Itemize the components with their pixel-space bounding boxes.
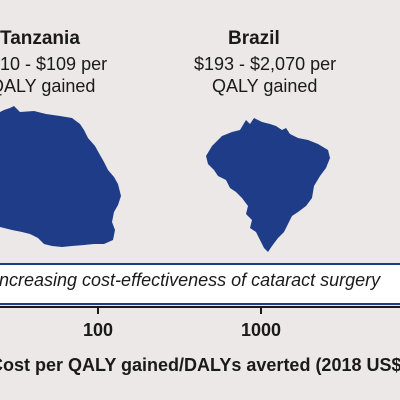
country-range-brazil: $193 - $2,070 per bbox=[194, 54, 337, 74]
tick-label-1000: 1000 bbox=[240, 320, 282, 340]
cost-effectiveness-band bbox=[0, 263, 400, 305]
country-name-tanzania: Tanzania bbox=[0, 28, 80, 49]
country-name-brazil: Brazil bbox=[228, 28, 280, 49]
x-axis-line bbox=[0, 306, 400, 308]
tick-label-100: 100 bbox=[82, 320, 114, 340]
tick-mark-100 bbox=[97, 306, 99, 314]
band-label: Increasing cost-effectiveness of catarac… bbox=[0, 270, 381, 290]
tick-mark-1000 bbox=[260, 306, 262, 314]
brazil-map-shape bbox=[206, 118, 330, 252]
country-range-tanzania: $10 - $109 per bbox=[0, 54, 108, 74]
country-unit-tanzania: QALY gained bbox=[0, 76, 96, 96]
tanzania-map-shape bbox=[0, 106, 121, 247]
country-unit-brazil: QALY gained bbox=[212, 76, 318, 96]
x-axis-title: Cost per QALY gained/DALYs averted (2018… bbox=[0, 355, 400, 375]
